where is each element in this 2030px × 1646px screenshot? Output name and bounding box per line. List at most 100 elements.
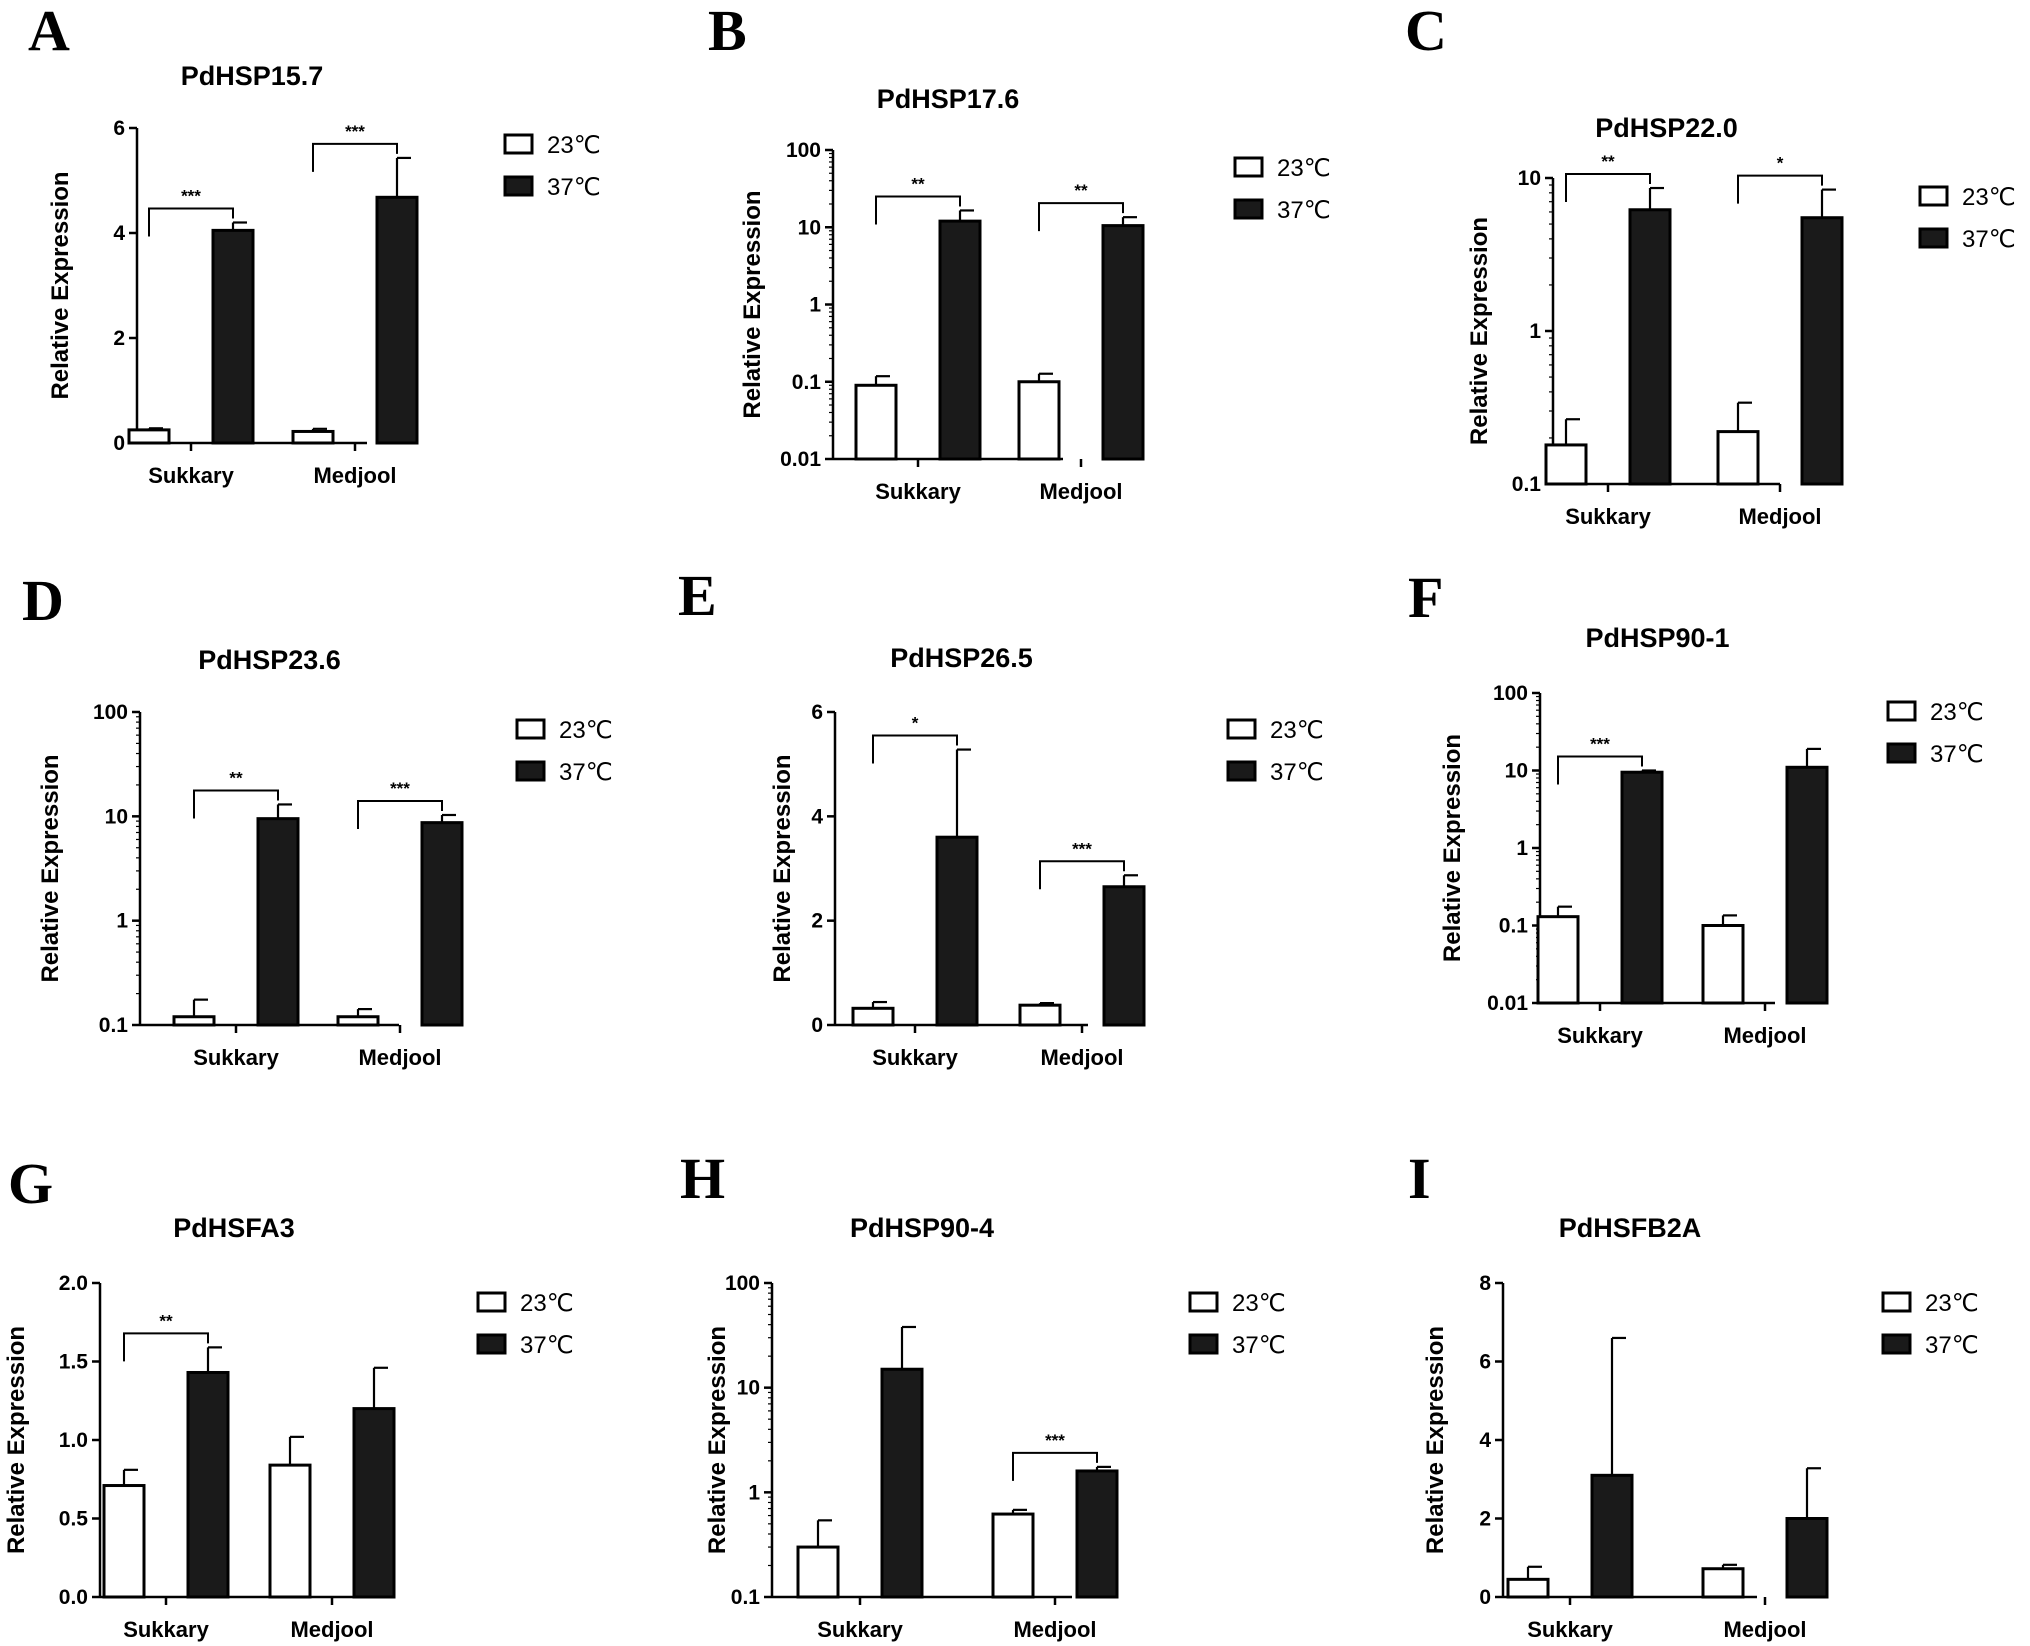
y-tick-label: 1 xyxy=(1529,320,1541,343)
significance-bracket xyxy=(1012,1451,1098,1481)
significance-bracket xyxy=(1039,860,1125,890)
y-axis-label: Relative Expression xyxy=(739,190,766,418)
bar-23c-medjool xyxy=(268,1463,312,1599)
legend-label: 23℃ xyxy=(1962,184,2016,211)
y-tick-label: 2 xyxy=(1479,1508,1491,1531)
y-tick-label: 0.01 xyxy=(780,448,821,471)
bar-37c-sukkary xyxy=(935,835,979,1027)
category-label: Medjool xyxy=(1723,1023,1806,1048)
bar-23c-sukkary xyxy=(102,1484,146,1599)
category-label: Medjool xyxy=(1723,1617,1806,1642)
bar-37c-sukkary xyxy=(880,1367,924,1599)
legend-swatch-23c xyxy=(1881,1291,1912,1313)
legend: 23℃ 37℃ xyxy=(1881,1290,1979,1359)
significance-label: ** xyxy=(911,174,925,193)
y-tick-label: 100 xyxy=(1493,682,1528,705)
legend-swatch-37c xyxy=(503,175,534,197)
bar-37c-sukkary xyxy=(938,219,982,461)
legend-swatch-23c xyxy=(1188,1291,1219,1313)
y-tick-label: 0 xyxy=(1479,1586,1491,1609)
significance-label: *** xyxy=(1590,735,1610,754)
y-tick-label: 100 xyxy=(725,1272,760,1295)
bar-37c-medjool xyxy=(1800,216,1844,486)
y-tick-label: 6 xyxy=(811,701,823,724)
legend: 23℃ 37℃ xyxy=(1226,717,1324,786)
legend-swatch-37c xyxy=(515,760,546,782)
significance-bracket xyxy=(1565,173,1651,203)
legend-swatch-37c xyxy=(1881,1333,1912,1355)
chart-title: PdHSP22.0 xyxy=(1595,113,1738,143)
y-axis-label: Relative Expression xyxy=(37,754,64,982)
bar-37c-medjool xyxy=(1101,224,1145,461)
y-tick-label: 0.1 xyxy=(1512,473,1542,496)
y-tick-label: 0.1 xyxy=(99,1014,129,1037)
panel-letter: E xyxy=(678,563,717,628)
y-tick-label: 1 xyxy=(809,294,821,317)
category-label: Sukkary xyxy=(1565,504,1651,529)
legend-label: 37℃ xyxy=(1925,1332,1979,1359)
chart-panel-d: D PdHSP23.6 Relative Expression 0.1 1 10 100 Su… xyxy=(22,568,613,1070)
legend-swatch-23c xyxy=(1886,700,1917,722)
legend-label: 23℃ xyxy=(1232,1290,1286,1317)
chart-panel-b: B PdHSP17.6 Relative Expression 0.01 0.1 1 10 1… xyxy=(708,0,1331,504)
y-tick-label: 10 xyxy=(798,216,821,239)
chart-panel-f: F PdHSP90-1 Relative Expression 0.01 0.1 1 10 1… xyxy=(1408,565,1984,1048)
y-axis-label: Relative Expression xyxy=(1439,734,1466,962)
y-axis-label: Relative Expression xyxy=(769,754,796,982)
legend-label: 23℃ xyxy=(1270,717,1324,744)
category-label: Sukkary xyxy=(875,479,961,504)
legend-label: 37℃ xyxy=(1930,741,1984,768)
legend-swatch-23c xyxy=(515,718,546,740)
legend-swatch-37c xyxy=(1226,760,1257,782)
legend-label: 37℃ xyxy=(1232,1332,1286,1359)
significance-bracket xyxy=(1737,174,1823,204)
y-tick-label: 4 xyxy=(113,222,125,245)
y-tick-label: 0.5 xyxy=(59,1508,89,1531)
bar-23c-sukkary xyxy=(1536,915,1580,1005)
bar-37c-medjool xyxy=(1785,765,1829,1005)
y-tick-label: 0 xyxy=(811,1014,823,1037)
significance-bracket xyxy=(1557,755,1643,785)
bar-37c-medjool xyxy=(352,1407,396,1599)
y-tick-label: 1 xyxy=(1516,837,1528,860)
y-tick-label: 2.0 xyxy=(59,1272,88,1295)
y-tick-label: 2 xyxy=(811,910,823,933)
legend: 23℃ 37℃ xyxy=(503,132,601,201)
significance-bracket xyxy=(875,195,961,225)
y-tick-label: 6 xyxy=(113,117,125,140)
significance-label: *** xyxy=(181,187,201,206)
significance-label: *** xyxy=(390,779,410,798)
y-axis-label: Relative Expression xyxy=(1422,1326,1449,1554)
bar-37c-sukkary xyxy=(186,1370,230,1599)
significance-label: ** xyxy=(159,1311,173,1330)
y-axis-label: Relative Expression xyxy=(704,1326,731,1554)
y-tick-label: 10 xyxy=(737,1377,760,1400)
significance-label: * xyxy=(912,714,919,733)
bar-23c-medjool xyxy=(336,1015,380,1027)
significance-label: ** xyxy=(1074,181,1088,200)
chart-title: PdHSP26.5 xyxy=(890,643,1033,673)
legend-swatch-23c xyxy=(1918,185,1949,207)
bar-37c-sukkary xyxy=(211,228,255,445)
bar-37c-medjool xyxy=(1785,1517,1829,1599)
legend-label: 37℃ xyxy=(1962,226,2016,253)
bar-23c-medjool xyxy=(1701,924,1745,1005)
chart-panel-a: A PdHSP15.7 Relative Expression 0 2 4 6 Sukkary… xyxy=(28,0,601,488)
y-tick-label: 2 xyxy=(113,327,125,350)
y-tick-label: 10 xyxy=(105,805,128,828)
legend: 23℃ 37℃ xyxy=(1188,1290,1286,1359)
significance-bracket xyxy=(312,142,398,172)
bar-37c-sukkary xyxy=(1620,770,1664,1005)
significance-bracket xyxy=(872,734,958,764)
y-tick-label: 100 xyxy=(93,701,128,724)
significance-label: *** xyxy=(1045,1431,1065,1450)
category-label: Medjool xyxy=(358,1045,441,1070)
significance-bracket xyxy=(357,799,443,829)
legend-label: 37℃ xyxy=(1277,197,1331,224)
y-tick-label: 6 xyxy=(1479,1351,1491,1374)
significance-bracket xyxy=(1038,202,1124,232)
legend-label: 23℃ xyxy=(547,132,601,159)
panel-letter: G xyxy=(8,1151,53,1216)
legend: 23℃ 37℃ xyxy=(476,1290,574,1359)
panel-letter: A xyxy=(28,0,70,63)
